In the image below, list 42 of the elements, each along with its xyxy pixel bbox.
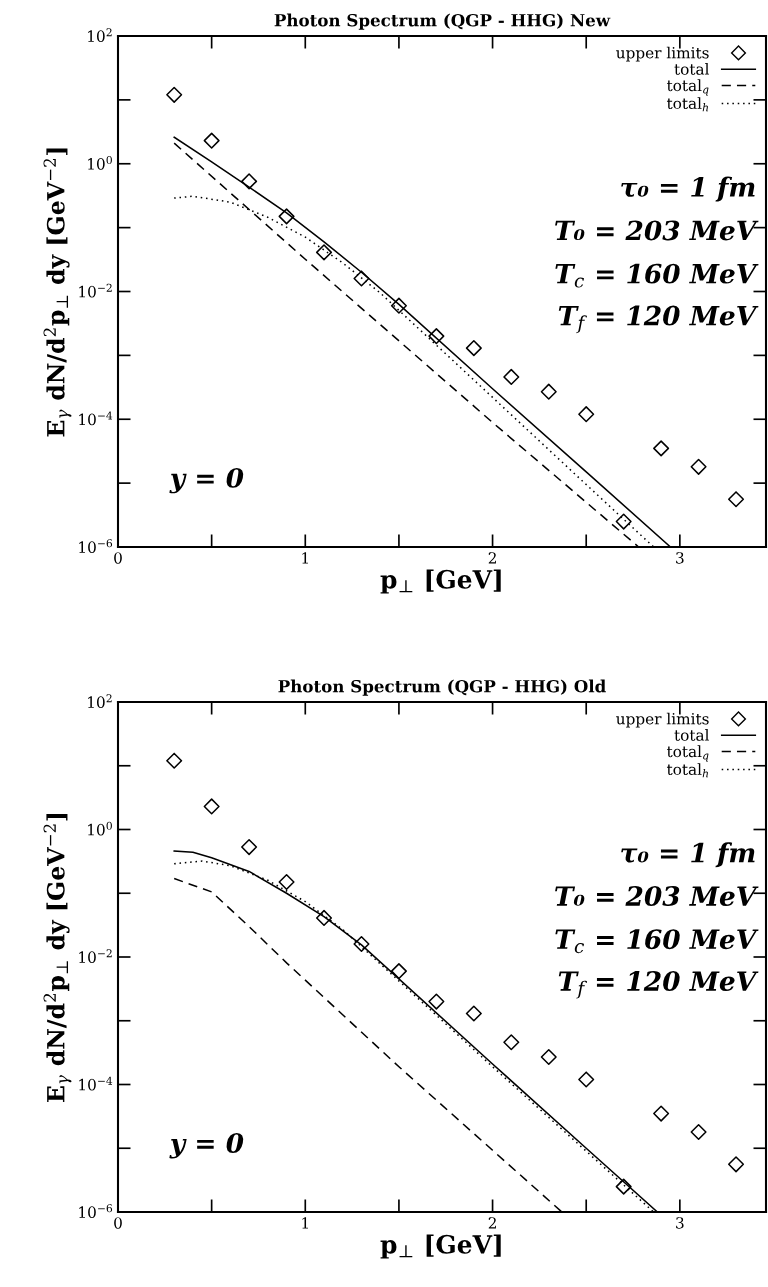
legend-label: total$_{h}$ xyxy=(666,763,709,778)
annotation: T$_{c}$ = 160 MeV xyxy=(555,929,759,954)
y-tick-label: 10$^{−4}$ xyxy=(79,411,113,426)
annotation: T$_{c}$ = 160 MeV xyxy=(555,263,759,288)
x-tick-label: 1 xyxy=(302,552,308,564)
annotation: T₀ = 203 MeV xyxy=(555,220,759,241)
x-axis-title: p$_{⊥}$ [GeV] xyxy=(380,569,501,594)
y-tick-label: 10$^{0}$ xyxy=(88,155,112,170)
annotation: T$_{f}$ = 120 MeV xyxy=(558,305,759,334)
legend-label: total$_{q}$ xyxy=(666,79,709,96)
y-tick-label: 10$^{−6}$ xyxy=(79,1204,113,1218)
annotation: τ₀ = 1 fm xyxy=(621,842,755,868)
legend-label: total$_{h}$ xyxy=(666,97,709,112)
chart-title: Photon Spectrum (QGP - HHG) New xyxy=(274,13,611,30)
legend-label: total xyxy=(674,63,710,75)
legend-label: total$_{q}$ xyxy=(666,745,709,762)
y-tick-label: 10$^{0}$ xyxy=(88,821,112,836)
annotation: τ₀ = 1 fm xyxy=(621,176,755,202)
annotation: T$_{f}$ = 120 MeV xyxy=(558,971,759,999)
legend-label: total xyxy=(674,729,710,741)
x-tick-label: 3 xyxy=(676,1217,684,1229)
y-tick-label: 10$^{−2}$ xyxy=(79,949,112,963)
y-tick-label: 10$^{2}$ xyxy=(88,694,112,708)
y-tick-label: 10$^{−2}$ xyxy=(79,283,112,298)
text: E$_{γ}$ dN/d$^{2}$p$_{⊥}$ dy [GeV$^{−2}$] xyxy=(43,814,72,1103)
chart-title: Photon Spectrum (QGP - HHG) Old xyxy=(278,679,606,696)
legend-label: upper limits xyxy=(616,712,709,728)
text: E$_{γ}$ dN/d$^{2}$p$_{⊥}$ dy [GeV$^{−2}$] xyxy=(43,148,72,437)
x-tick-label: 2 xyxy=(488,552,496,564)
x-tick-label: 2 xyxy=(488,1217,496,1229)
y-tick-label: 10$^{2}$ xyxy=(88,28,112,42)
y-tick-label: 10$^{−4}$ xyxy=(79,1076,113,1091)
annotation: y = 0 xyxy=(169,1133,244,1159)
legend-label: upper limits xyxy=(616,46,709,62)
x-tick-label: 3 xyxy=(676,552,684,564)
y-tick-label: 10$^{−6}$ xyxy=(79,539,113,553)
x-tick-label: 0 xyxy=(114,552,122,564)
annotation: T₀ = 203 MeV xyxy=(555,886,759,907)
x-tick-label: 1 xyxy=(302,1217,308,1229)
x-axis-title: p$_{⊥}$ [GeV] xyxy=(380,1234,501,1259)
x-tick-label: 0 xyxy=(114,1217,122,1229)
annotation: y = 0 xyxy=(169,467,244,494)
